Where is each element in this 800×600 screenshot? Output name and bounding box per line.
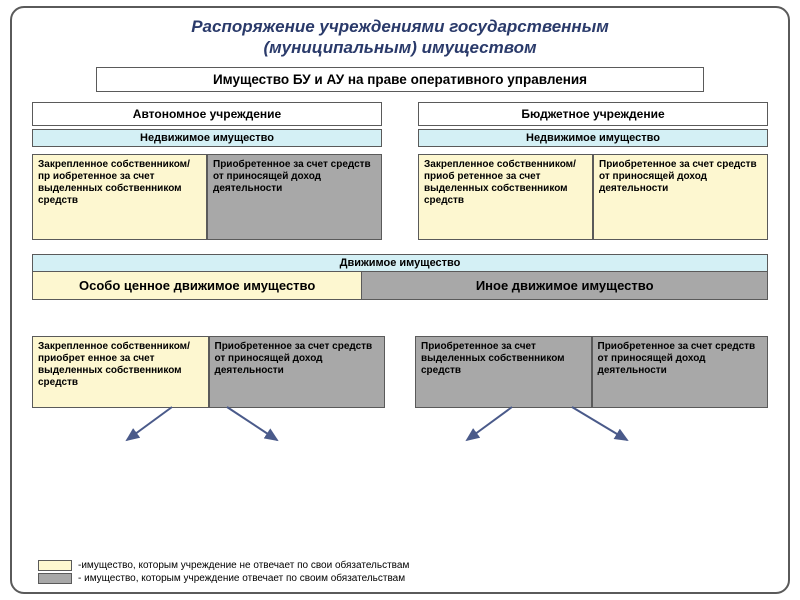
immovable-header-left: Недвижимое имущество (32, 129, 382, 147)
legend-text-yellow: -имущество, которым учреждение не отвеча… (78, 560, 409, 571)
other-movable-header: Иное движимое имущество (361, 272, 767, 299)
movable-header: Движимое имущество (32, 254, 768, 272)
legend-swatch-gray (38, 573, 72, 584)
budget-header: Бюджетное учреждение (418, 102, 768, 126)
cell-other-alloc: Приобретенное за счет выделенных собстве… (415, 336, 592, 408)
other-movable-label: Иное движимое имущество (476, 278, 654, 293)
title-line-1: Распоряжение учреждениями государственны… (191, 17, 609, 36)
title-line-2: (муниципальным) имуществом (263, 38, 536, 57)
legend-row-gray: - имущество, которым учреждение отвечает… (38, 573, 409, 584)
autonomous-header: Автономное учреждение (32, 102, 382, 126)
legend: -имущество, которым учреждение не отвеча… (38, 558, 409, 584)
legend-text-gray: - имущество, которым учреждение отвечает… (78, 573, 405, 584)
cell-auto-acquired: Приобретенное за счет средств от принося… (207, 154, 382, 240)
cell-other-acquired: Приобретенное за счет средств от принося… (592, 336, 769, 408)
immovable-header-right: Недвижимое имущество (418, 129, 768, 147)
cell-budget-acquired: Приобретенное за счет средств от принося… (593, 154, 768, 240)
especially-valuable-header: Особо ценное движимое имущество (33, 272, 361, 299)
budget-column: Бюджетное учреждение Недвижимое имуществ… (418, 102, 768, 240)
diagram-frame: Распоряжение учреждениями государственны… (10, 6, 790, 594)
page-title: Распоряжение учреждениями государственны… (26, 16, 774, 59)
esp-valuable-label: Особо ценное движимое имущество (79, 278, 315, 293)
autonomous-column: Автономное учреждение Недвижимое имущест… (32, 102, 382, 240)
legend-row-yellow: -имущество, которым учреждение не отвеча… (38, 560, 409, 571)
main-top-box: Имущество БУ и АУ на праве оперативного … (96, 67, 704, 92)
legend-swatch-yellow (38, 560, 72, 571)
cell-esp-fixed: Закрепленное собственником/приобрет енно… (32, 336, 209, 408)
cell-budget-fixed: Закрепленное собственником/приоб ретенно… (418, 154, 593, 240)
cell-esp-acquired: Приобретенное за счет средств от принося… (209, 336, 386, 408)
cell-auto-fixed: Закрепленное собственником/пр иобретенно… (32, 154, 207, 240)
